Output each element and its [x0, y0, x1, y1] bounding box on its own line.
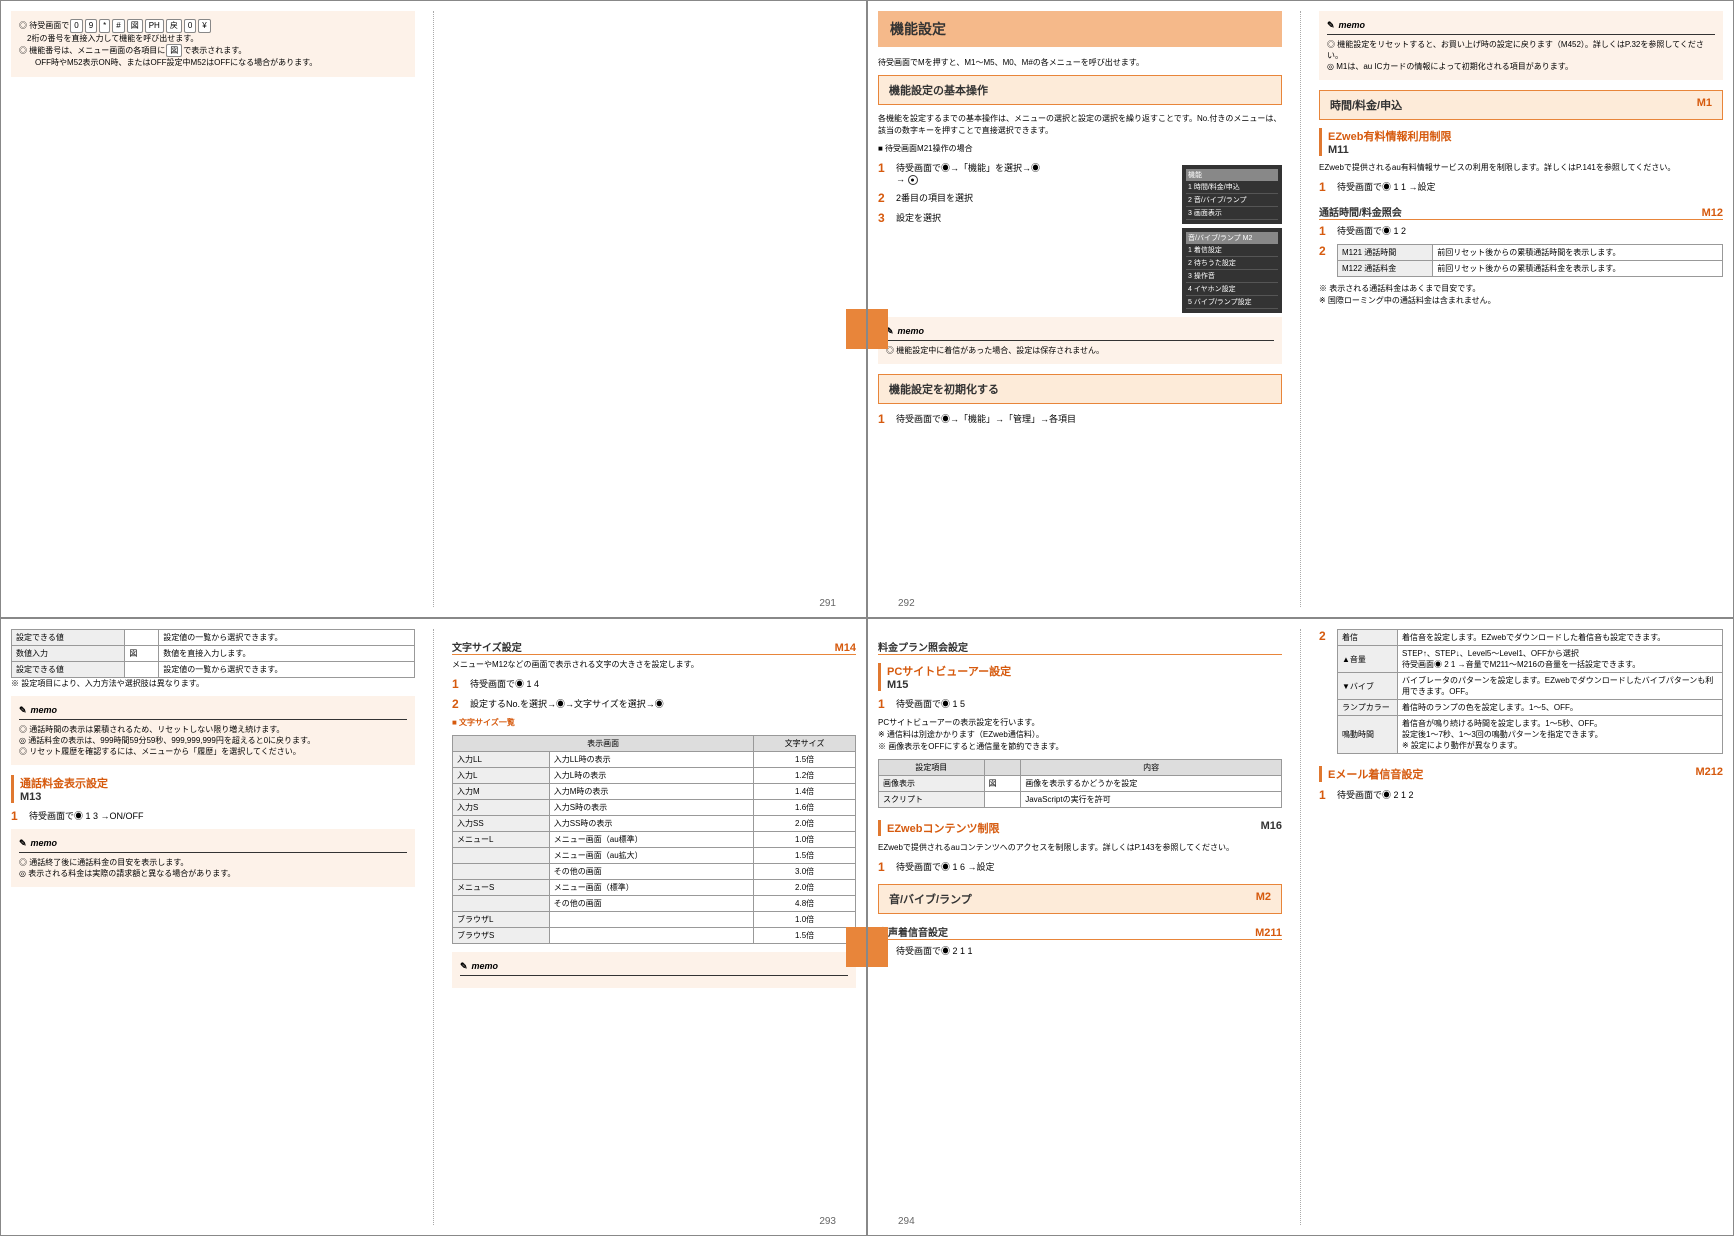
- step-m212: 1待受画面で◉ 2 1 2: [1319, 788, 1723, 802]
- m15-text: PCサイトビューアーの表示設定を行います。 ※ 通信料は別途かかります（EZwe…: [878, 717, 1282, 753]
- section-reset: 機能設定を初期化する: [878, 374, 1282, 404]
- memo-label: memo: [19, 704, 407, 720]
- phone-screen-1: 機能 1 時間/料金/申込 2 音/バイブ/ランプ 3 画面表示: [1182, 165, 1282, 224]
- sub: ■ 文字サイズ一覧: [452, 717, 856, 729]
- memo-292-1: memo ◎ 機能設定中に着信があった場合、設定は保存されません。: [878, 317, 1282, 364]
- tab-marker: [846, 927, 866, 967]
- heading-m11: EZweb有料情報利用制限 M11: [1319, 128, 1723, 156]
- col-left: 設定できる値設定値の一覧から選択できます。 数値入力図数値を直接入力します。 設…: [11, 629, 434, 1225]
- heading-m13: 通話料金表示設定 M13: [11, 775, 415, 803]
- table-font-size: 表示画面文字サイズ 入力LL入力LL時の表示1.5倍入力L入力L時の表示1.2倍…: [452, 735, 856, 944]
- memo-293-1: memo ◎ 通話時間の表示は累積されるため、リセットしない限り増え続けます。 …: [11, 696, 415, 765]
- note: ※ 設定項目により、入力方法や選択肢は異なります。: [11, 678, 415, 690]
- m16-text: EZwebで提供されるauコンテンツへのアクセスを制限します。詳しくはP.143…: [878, 842, 1282, 854]
- step-1: 1待受画面で◉→「機能」を選択→◉→ ●: [878, 161, 1174, 185]
- step-294r: 2 着信着信音を設定します。EZwebでダウンロードした着信音も設定できます。▲…: [1319, 629, 1723, 754]
- memo-label: memo: [1327, 19, 1715, 35]
- memo-box-291: ◎ 待受画面で09*#図PH戻0¥ 2桁の番号を直接入力して機能を呼び出せます。…: [11, 11, 415, 77]
- step-m12-1: 1待受画面で◉ 1 2: [1319, 224, 1723, 238]
- col-right: 文字サイズ設定 M14 メニューやM12などの画面で表示される文字の大きさを設定…: [452, 629, 856, 1225]
- heading-m212: Eメール着信音設定 M212: [1319, 766, 1723, 782]
- page-293: 設定できる値設定値の一覧から選択できます。 数値入力図数値を直接入力します。 設…: [0, 618, 867, 1236]
- table-293-l: 設定できる値設定値の一覧から選択できます。 数値入力図数値を直接入力します。 設…: [11, 629, 415, 678]
- table-m12: M121 通話時間前回リセット後からの累積通話時間を表示します。 M122 通話…: [1337, 244, 1723, 277]
- m14-text: メニューやM12などの画面で表示される文字の大きさを設定します。: [452, 659, 856, 671]
- col-right: memo ◎ 機能設定をリセットすると、お買い上げ時の設定に戻ります（M452）…: [1319, 11, 1723, 607]
- tab-marker: [868, 309, 888, 349]
- memo-label: memo: [460, 960, 848, 976]
- heading-m16: EZwebコンテンツ制限 M16: [878, 820, 1282, 836]
- page-291: ◎ 待受画面で09*#図PH戻0¥ 2桁の番号を直接入力して機能を呼び出せます。…: [0, 0, 867, 618]
- heading-m14: 文字サイズ設定 M14: [452, 639, 856, 655]
- memo-292r: memo ◎ 機能設定をリセットすると、お買い上げ時の設定に戻ります（M452）…: [1319, 11, 1723, 80]
- section-basic-ops: 機能設定の基本操作: [878, 75, 1282, 105]
- memo-text: ◎ 通話終了後に通話料金の目安を表示します。 ◎ 表示される料金は実際の請求額と…: [19, 857, 407, 879]
- memo-293-3: memo: [452, 952, 856, 988]
- col-left: 機能設定 待受画面でMを押すと、M1〜M5、M0、M#の各メニューを呼び出せます…: [878, 11, 1301, 607]
- phone-screen-2: 音/バイブ/ランプ M2 1 着信設定 2 待ちうた設定 3 操作音 4 イヤホ…: [1182, 228, 1282, 313]
- col-right: [452, 11, 856, 607]
- memo-text: ◎ 機能設定中に着信があった場合、設定は保存されません。: [886, 345, 1274, 356]
- step-3: 3設定を選択: [878, 211, 1174, 225]
- col-left: ◎ 待受画面で09*#図PH戻0¥ 2桁の番号を直接入力して機能を呼び出せます。…: [11, 11, 434, 607]
- m11-text: EZwebで提供されるau有料情報サービスの利用を制限します。詳しくはP.141…: [1319, 162, 1723, 174]
- step-2: 22番目の項目を選択: [878, 191, 1174, 205]
- memo-293-2: memo ◎ 通話終了後に通話料金の目安を表示します。 ◎ 表示される料金は実際…: [11, 829, 415, 887]
- step-m11: 1待受画面で◉ 1 1 →設定: [1319, 180, 1723, 194]
- step-m14-1: 1待受画面で◉ 1 4: [452, 677, 856, 691]
- intro-text: 待受画面でMを押すと、M1〜M5、M0、M#の各メニューを呼び出せます。: [878, 57, 1282, 69]
- col-left: 料金プラン照会設定 PCサイトビューアー設定 M15 1待受画面で◉ 1 5 P…: [878, 629, 1301, 1225]
- memo-label: memo: [886, 325, 1274, 341]
- heading-m12: 通話時間/料金照会 M12: [1319, 204, 1723, 220]
- title-banner: 機能設定: [878, 11, 1282, 47]
- tab-marker: [868, 927, 888, 967]
- memo-text: ◎ 通話時間の表示は累積されるため、リセットしない限り増え続けます。 ◎ 通話料…: [19, 724, 407, 758]
- section-text: 各機能を設定するまでの基本操作は、メニューの選択と設定の選択を繰り返すことです。…: [878, 113, 1282, 137]
- page-number: 291: [819, 598, 836, 609]
- heading-m211: 音声着信音設定 M211: [878, 924, 1282, 940]
- step-m15: 1待受画面で◉ 1 5: [878, 697, 1282, 711]
- phone-screens: 機能 1 時間/料金/申込 2 音/バイブ/ランプ 3 画面表示 音/バイブ/ラ…: [1182, 161, 1282, 317]
- step-m16: 1待受画面で◉ 1 6 →設定: [878, 860, 1282, 874]
- step-m211: 1待受画面で◉ 2 1 1: [878, 944, 1282, 958]
- heading-m15: PCサイトビューアー設定 M15: [878, 663, 1282, 691]
- col-right: 2 着信着信音を設定します。EZwebでダウンロードした着信音も設定できます。▲…: [1319, 629, 1723, 1225]
- m12-notes: ※ 表示される通話料金はあくまで目安です。 ※ 国際ローミング中の通話料金は含ま…: [1319, 283, 1723, 307]
- step-m12-2: 2 M121 通話時間前回リセット後からの累積通話時間を表示します。 M122 …: [1319, 244, 1723, 277]
- heading-plan: 料金プラン照会設定: [878, 639, 1282, 655]
- memo-label: memo: [19, 837, 407, 853]
- table-m211: 着信着信音を設定します。EZwebでダウンロードした着信音も設定できます。▲音量…: [1337, 629, 1723, 754]
- step-reset: 1待受画面で◉→「機能」→「管理」→各項目: [878, 412, 1282, 426]
- page-number: 294: [898, 1216, 915, 1227]
- tab-marker: [846, 309, 866, 349]
- section-m2: 音/バイブ/ランプM2: [878, 884, 1282, 914]
- page-number: 292: [898, 598, 915, 609]
- subheading: ■ 待受画面M21操作の場合: [878, 143, 1282, 155]
- page-number: 293: [819, 1216, 836, 1227]
- page-292: 機能設定 待受画面でMを押すと、M1〜M5、M0、M#の各メニューを呼び出せます…: [867, 0, 1734, 618]
- memo-text: ◎ 機能設定をリセットすると、お買い上げ時の設定に戻ります（M452）。詳しくは…: [1327, 39, 1715, 73]
- table-m15: 設定項目内容 画像表示図画像を表示するかどうかを設定 スクリプトJavaScri…: [878, 759, 1282, 808]
- section-m1: 時間/料金/申込M1: [1319, 90, 1723, 120]
- step-m13: 1待受画面で◉ 1 3 →ON/OFF: [11, 809, 415, 823]
- page-294: 料金プラン照会設定 PCサイトビューアー設定 M15 1待受画面で◉ 1 5 P…: [867, 618, 1734, 1236]
- step-m14-2: 2設定するNo.を選択→◉→文字サイズを選択→◉: [452, 697, 856, 711]
